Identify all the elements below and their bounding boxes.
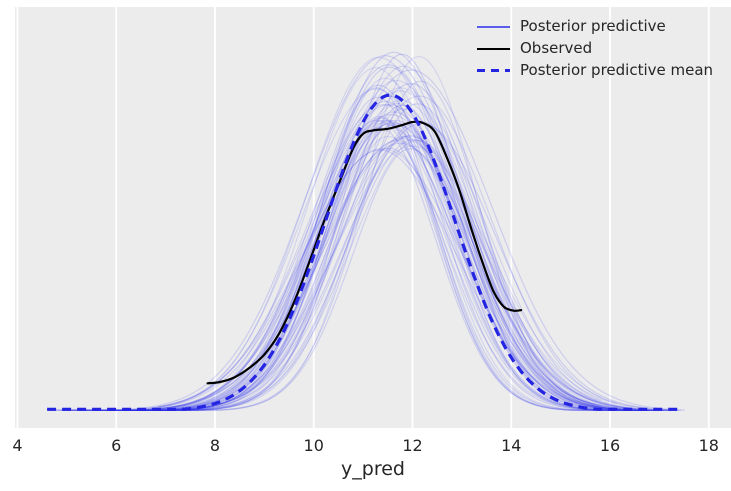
posterior-predictive-curve <box>158 148 629 410</box>
posterior-predictive-curve <box>110 134 656 411</box>
posterior-predictive-curve <box>81 119 671 411</box>
posterior-predictive-curve <box>157 77 639 411</box>
legend-label: Posterior predictive mean <box>520 61 714 79</box>
x-tick-label: 16 <box>599 436 621 455</box>
observed-line-icon <box>477 47 510 50</box>
legend-item-posterior-predictive-mean: Posterior predictive mean <box>477 63 713 78</box>
posterior-predictive-curve <box>132 65 607 411</box>
posterior-predictive-curve <box>158 139 641 411</box>
posterior-predictive-curve <box>136 80 611 411</box>
legend-label: Posterior predictive <box>520 17 666 35</box>
x-tick-label: 4 <box>12 436 23 455</box>
posterior-predictive-curve <box>51 67 644 411</box>
posterior-predictive-curve <box>106 145 668 411</box>
x-tick-label: 8 <box>209 436 221 455</box>
posterior-predictive-curve <box>67 138 644 411</box>
posterior-predictive-curve <box>101 56 678 411</box>
posterior-predictive-mean-curve <box>47 93 684 411</box>
posterior-predictive-curve <box>159 108 654 411</box>
posterior-predictive-curve <box>150 103 621 410</box>
posterior-predictive-curve <box>155 120 602 411</box>
axes-background <box>15 7 731 428</box>
x-axis-label: y_pred <box>341 458 405 480</box>
posterior-predictive-curve <box>159 88 677 411</box>
observed-curve <box>206 120 523 385</box>
posterior-predictive-curve <box>147 135 641 411</box>
posterior-predictive-curve <box>107 117 649 411</box>
posterior-predictive-curve <box>150 95 617 411</box>
posterior-predictive-curve <box>102 100 633 411</box>
x-tick-label: 6 <box>111 436 122 455</box>
x-tick-label: 12 <box>402 436 423 455</box>
posterior-predictive-curve <box>136 126 615 411</box>
posterior-predictive-curve <box>81 57 658 411</box>
legend-item-posterior-predictive: Posterior predictive <box>477 19 713 34</box>
posterior-predictive-curve <box>61 113 671 411</box>
posterior-predictive-curve <box>122 119 621 411</box>
posterior-predictive-curve <box>132 84 642 411</box>
x-tick-label: 18 <box>698 436 719 455</box>
posterior-predictive-curve <box>124 103 643 411</box>
posterior-predictive-curve <box>50 135 656 411</box>
posterior-predictive-curve <box>106 64 613 411</box>
posterior-predictive-curve <box>153 116 671 411</box>
posterior-predictive-curve <box>131 147 653 411</box>
posterior-predictive-curve <box>158 90 656 411</box>
posterior-predictive-curve <box>159 121 630 409</box>
x-tick-label: 10 <box>303 436 324 455</box>
posterior-predictive-curve <box>135 66 685 411</box>
posterior-predictive-curve <box>155 135 677 411</box>
posterior-predictive-curve <box>127 69 669 411</box>
legend-label: Observed <box>520 39 593 57</box>
legend: Posterior predictive Observed Posterior … <box>477 19 713 78</box>
posterior-predictive-curve <box>86 123 652 411</box>
x-tick-label: 14 <box>501 436 522 455</box>
posterior-predictive-line-icon <box>477 25 510 28</box>
posterior-predictive-curve <box>109 51 670 411</box>
x-axis-tick-labels: 4 6 8 10 12 14 16 18 <box>0 436 731 458</box>
posterior-predictive-mean-line-icon <box>477 69 510 72</box>
posterior-predictive-curve <box>122 96 613 411</box>
posterior-predictive-curve <box>125 139 667 411</box>
posterior-predictive-curve <box>93 149 611 411</box>
posterior-predictive-curve <box>174 142 642 410</box>
posterior-predictive-curve <box>112 79 595 411</box>
posterior-predictive-curve <box>79 55 637 411</box>
legend-item-observed: Observed <box>477 41 713 56</box>
